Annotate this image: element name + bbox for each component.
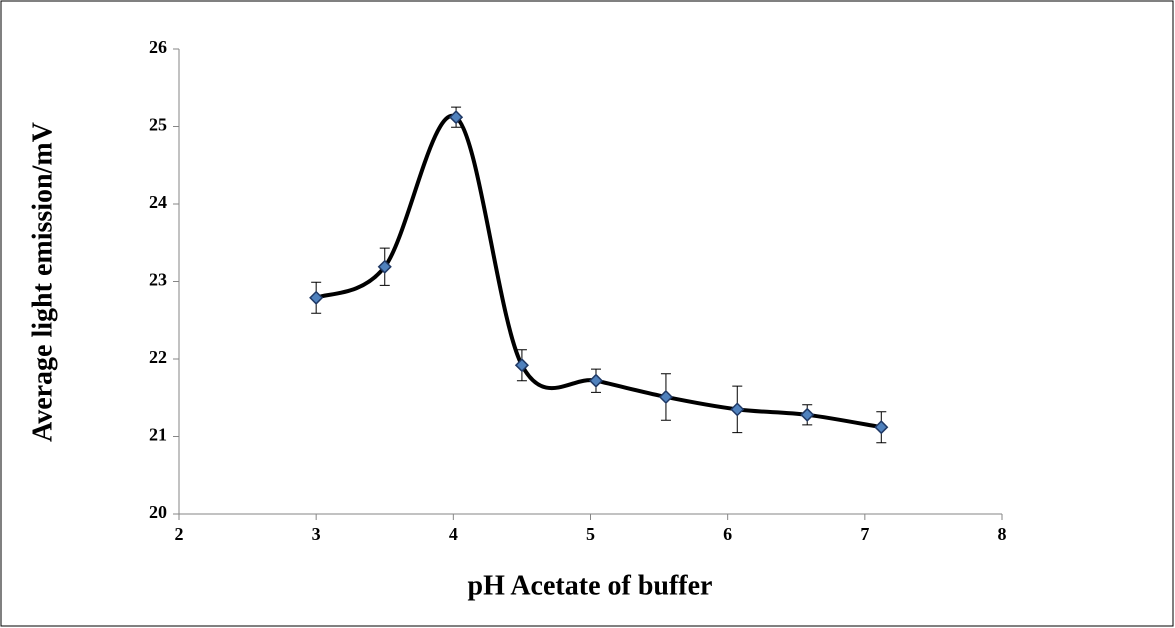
y-tick-label: 24	[149, 192, 167, 212]
y-tick-label: 21	[149, 425, 167, 445]
data-point	[658, 389, 674, 405]
x-tick-label: 6	[723, 524, 732, 544]
data-point	[800, 407, 815, 422]
y-tick-label: 22	[149, 347, 167, 367]
y-tick-label: 23	[149, 270, 167, 290]
data-point	[377, 259, 392, 274]
data-point	[874, 420, 889, 435]
data-point	[730, 402, 745, 417]
x-tick-label: 5	[586, 524, 595, 544]
x-tick-label: 8	[998, 524, 1007, 544]
y-tick-label: 25	[149, 115, 167, 135]
data-point	[514, 358, 529, 373]
y-tick-label: 20	[149, 502, 167, 522]
x-axis-label: pH Acetate of buffer	[468, 570, 713, 601]
y-tick-label: 26	[149, 37, 167, 57]
y-axis-label: Average light emission/mV	[27, 122, 58, 442]
data-point	[449, 110, 464, 125]
x-tick-label: 3	[312, 524, 321, 544]
data-line	[315, 113, 882, 430]
x-tick-label: 2	[175, 524, 184, 544]
data-point	[588, 373, 604, 388]
x-tick-label: 7	[860, 524, 869, 544]
data-point	[309, 290, 324, 305]
x-tick-label: 4	[449, 524, 458, 544]
